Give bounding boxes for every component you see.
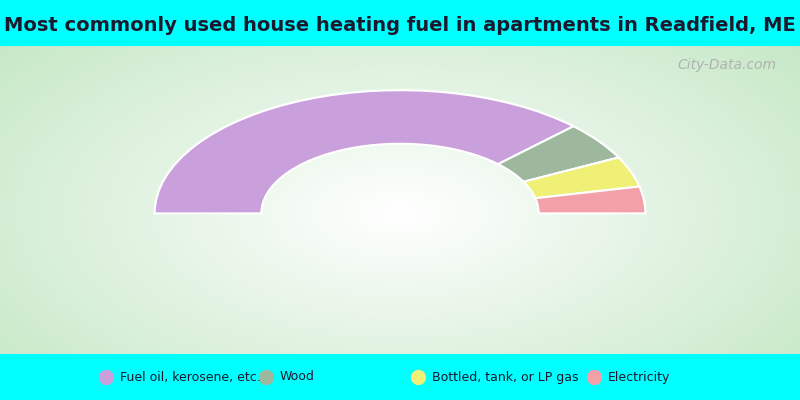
Text: City-Data.com: City-Data.com [677, 58, 776, 72]
Wedge shape [154, 90, 574, 213]
Text: Bottled, tank, or LP gas: Bottled, tank, or LP gas [432, 370, 578, 384]
Text: Wood: Wood [280, 370, 315, 384]
Wedge shape [523, 158, 639, 198]
Text: Fuel oil, kerosene, etc.: Fuel oil, kerosene, etc. [120, 370, 261, 384]
Text: Most commonly used house heating fuel in apartments in Readfield, ME: Most commonly used house heating fuel in… [4, 16, 796, 35]
Text: Electricity: Electricity [608, 370, 670, 384]
Wedge shape [535, 186, 646, 213]
Wedge shape [498, 126, 618, 182]
